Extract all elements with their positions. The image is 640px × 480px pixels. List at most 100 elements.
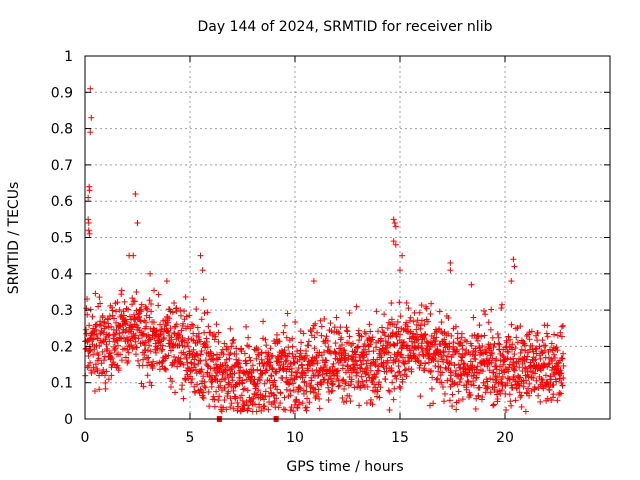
data-point: [302, 372, 309, 379]
data-point: [421, 335, 428, 342]
data-point: [455, 397, 462, 404]
data-point: [254, 391, 261, 398]
data-point: [112, 331, 119, 338]
data-point: [155, 302, 162, 309]
data-point: [363, 377, 370, 384]
data-point: [507, 398, 514, 405]
data-point: [286, 350, 293, 357]
data-point: [194, 339, 201, 346]
data-point: [99, 312, 106, 319]
data-point: [267, 361, 274, 368]
data-point: [255, 376, 262, 383]
data-point: [523, 365, 530, 372]
data-point: [113, 327, 120, 334]
data-point: [385, 319, 392, 326]
data-point: [207, 365, 214, 372]
data-point: [176, 331, 183, 338]
data-point: [268, 353, 275, 360]
data-point: [342, 378, 349, 385]
data-point: [346, 393, 353, 400]
data-point: [265, 406, 272, 413]
data-point: [427, 368, 434, 375]
data-point: [290, 387, 297, 394]
data-point: [213, 351, 220, 358]
data-point: [97, 300, 104, 307]
data-point: [307, 388, 314, 395]
data-point: [190, 330, 197, 337]
data-point: [390, 238, 397, 245]
data-point: [440, 352, 447, 359]
data-point: [417, 322, 424, 329]
data-point: [262, 336, 269, 343]
data-point: [133, 307, 140, 314]
data-point: [271, 377, 278, 384]
data-point: [379, 329, 386, 336]
data-point: [433, 334, 440, 341]
data-point: [355, 343, 362, 350]
data-point: [177, 361, 184, 368]
data-point: [328, 328, 335, 335]
data-point: [537, 398, 544, 405]
data-point: [404, 323, 411, 330]
data-point: [210, 352, 217, 359]
data-point: [164, 319, 171, 326]
data-point: [558, 370, 565, 377]
data-point: [267, 345, 274, 352]
data-point: [482, 389, 489, 396]
data-point: [490, 376, 497, 383]
data-point: [114, 337, 121, 344]
x-tick-label: 0: [81, 430, 90, 446]
data-point: [244, 402, 251, 409]
y-tick-label: 0.3: [51, 303, 73, 319]
axes-layer: 00.10.20.30.40.50.60.70.80.910 5 10 15 20: [51, 49, 611, 446]
data-point: [253, 408, 260, 415]
data-point: [470, 378, 477, 385]
data-point: [186, 350, 193, 357]
data-point: [421, 321, 428, 328]
data-point: [184, 365, 191, 372]
data-point: [353, 303, 360, 310]
data-point: [397, 313, 404, 320]
data-point: [336, 330, 343, 337]
data-point: [125, 349, 132, 356]
data-point: [522, 408, 529, 415]
data-point: [352, 348, 359, 355]
data-point: [383, 368, 390, 375]
data-point: [513, 334, 520, 341]
data-point: [328, 388, 335, 395]
data-point: [188, 360, 195, 367]
data-point: [170, 300, 177, 307]
data-point: [427, 310, 434, 317]
data-point: [389, 329, 396, 336]
data-point: [560, 350, 567, 357]
data-point: [273, 395, 280, 402]
data-point: [491, 383, 498, 390]
data-point: [211, 336, 218, 343]
data-point: [238, 348, 245, 355]
data-points-layer: [82, 85, 567, 415]
data-point: [346, 333, 353, 340]
data-point: [281, 347, 288, 354]
data-point: [496, 363, 503, 370]
data-point: [167, 383, 174, 390]
data-point: [342, 357, 349, 364]
data-point: [519, 368, 526, 375]
data-point: [392, 241, 399, 248]
data-point: [386, 388, 393, 395]
data-point: [255, 346, 262, 353]
data-point: [291, 359, 298, 366]
data-point: [162, 366, 169, 373]
data-point: [253, 355, 260, 362]
data-point: [258, 356, 265, 363]
data-point: [391, 321, 398, 328]
data-point: [270, 391, 277, 398]
data-point: [284, 353, 291, 360]
data-point: [300, 330, 307, 337]
data-point: [423, 305, 430, 312]
data-point: [190, 322, 197, 329]
data-point: [172, 389, 179, 396]
data-point: [108, 323, 115, 330]
data-point: [133, 344, 140, 351]
data-point: [425, 359, 432, 366]
data-point: [419, 345, 426, 352]
